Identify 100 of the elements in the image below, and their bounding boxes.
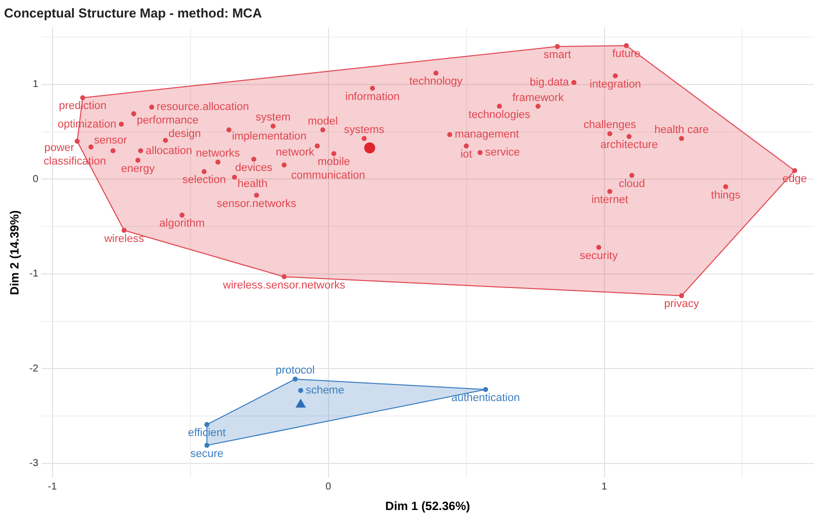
point [204,422,210,428]
y-tick-label: -1 [29,268,39,280]
point [282,162,287,168]
data-label: wireless [103,232,144,245]
data-label: sensor.networks [216,198,297,210]
point [679,293,684,298]
data-label: model [308,115,338,128]
point [331,151,336,156]
point [226,127,232,132]
data-label: performance [136,114,199,126]
point [254,192,260,198]
point [629,172,634,178]
x-axis-title: Dim 1 (52.36%) [385,499,470,514]
point [723,184,728,190]
data-label: framework [512,92,564,104]
data-label: challenges [583,119,637,132]
point [138,148,144,154]
point [571,80,576,86]
point [296,399,306,408]
point [496,104,502,109]
point [110,148,116,154]
point [80,95,86,100]
y-axis-title: Dim 2 (14.39%) [8,210,22,295]
point [292,376,298,382]
x-tick-label: 0 [326,481,332,492]
point [607,131,612,136]
point [464,144,469,149]
point [596,244,602,250]
data-label: security [580,250,618,262]
data-label: power [44,142,75,154]
data-label: sensor [94,134,128,146]
data-label: health [237,178,268,190]
point [162,138,168,143]
data-label: networks [196,148,240,160]
data-label: wireless.sensor.networks [222,279,346,292]
point [131,111,136,116]
point [74,138,80,144]
data-label: management [454,128,519,141]
point [370,86,375,91]
point [118,122,124,127]
y-tick-label: 0 [32,174,39,185]
point [88,144,94,150]
point [607,188,612,194]
data-label: communication [291,170,366,182]
point [612,73,618,78]
point [298,388,304,393]
x-tick-label: -1 [48,481,58,492]
data-label: resource.allocation [156,101,250,114]
data-label: cloud [618,178,646,190]
y-tick-label: -2 [29,363,39,374]
data-label: internet [591,194,628,206]
point [202,169,207,174]
data-label: authentication [451,392,520,404]
data-label: network [276,146,315,159]
data-label: health care [654,124,709,136]
point [478,150,483,156]
y-tick-label: 1 [32,79,39,90]
data-label: service [485,146,520,159]
point [362,136,367,141]
point [536,104,541,109]
point [483,386,488,392]
data-label: protocol [276,364,315,377]
data-label: devices [235,162,273,174]
data-label: design [168,128,201,140]
data-label: energy [121,162,156,175]
point [122,228,127,233]
data-label: algorithm [159,218,205,230]
point [180,212,185,218]
x-tick-label: 1 [601,481,608,492]
data-label: secure [190,448,224,460]
y-tick-label: -3 [29,458,39,470]
data-label: big.data [530,76,570,89]
point [270,124,276,129]
point [364,142,376,154]
chart-title: Conceptual Structure Map - method: MCA [4,5,262,20]
point [433,70,438,76]
data-label: integration [590,78,641,90]
data-label: technologies [468,108,531,121]
data-label: smart [544,49,572,62]
point [215,160,220,165]
data-label: technology [409,76,464,88]
data-label: things [711,189,741,202]
data-label: scheme [306,384,344,396]
data-label: mobile [318,156,350,168]
data-label: selection [182,174,226,186]
point [792,168,798,174]
point [447,132,452,138]
point [149,104,154,110]
data-label: iot [460,148,472,161]
point [314,144,320,149]
data-label: allocation [146,144,192,157]
data-label: implementation [232,130,307,142]
point [232,174,237,180]
data-label: system [256,112,291,124]
point [282,274,287,280]
data-label: information [345,90,400,103]
data-label: architecture [600,139,658,152]
point [679,136,684,141]
data-label: systems [344,124,385,136]
point [204,442,210,448]
